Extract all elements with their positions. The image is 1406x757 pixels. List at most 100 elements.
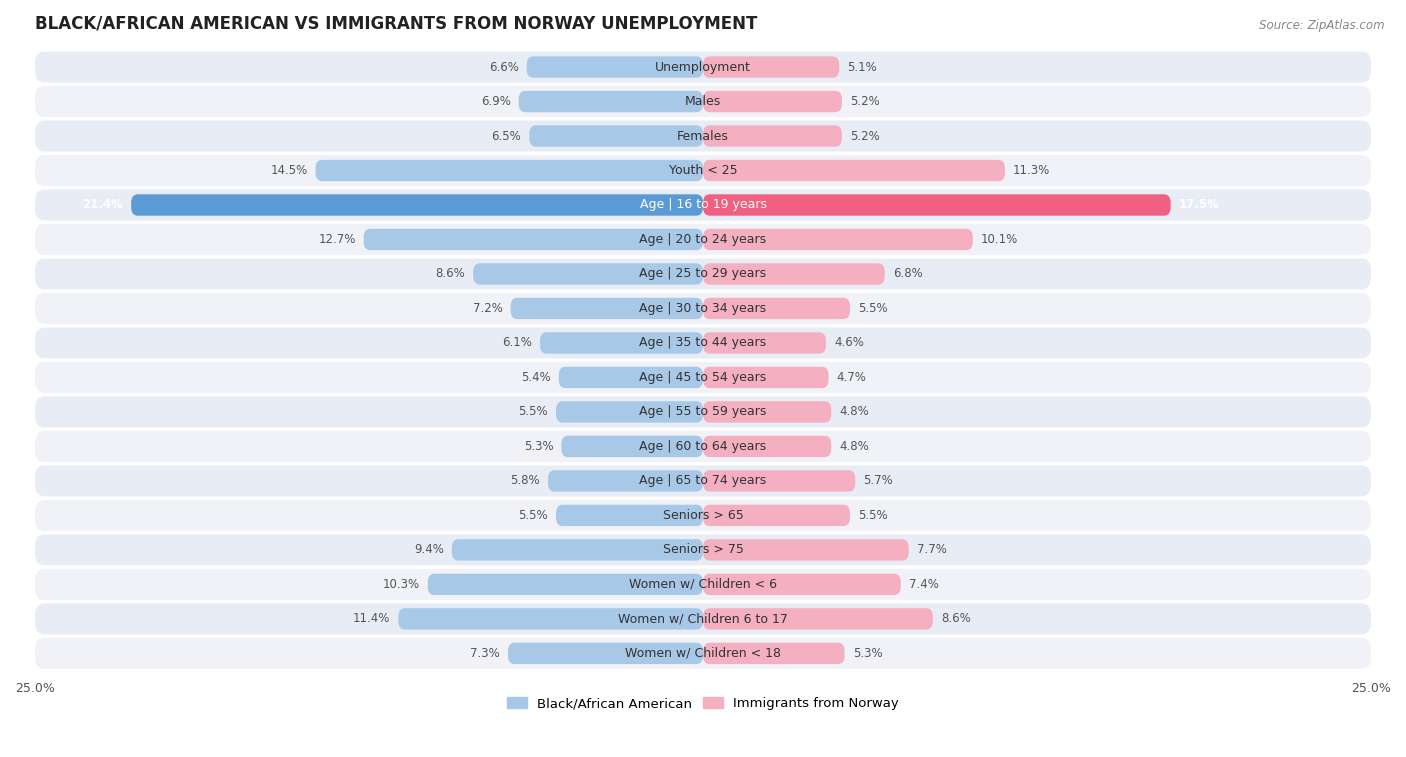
FancyBboxPatch shape	[540, 332, 703, 354]
Text: 12.7%: 12.7%	[318, 233, 356, 246]
FancyBboxPatch shape	[703, 332, 825, 354]
Text: 17.5%: 17.5%	[1178, 198, 1219, 211]
FancyBboxPatch shape	[703, 126, 842, 147]
FancyBboxPatch shape	[703, 91, 842, 112]
FancyBboxPatch shape	[555, 505, 703, 526]
Text: 4.8%: 4.8%	[839, 406, 869, 419]
Text: 5.8%: 5.8%	[510, 475, 540, 488]
FancyBboxPatch shape	[35, 224, 1371, 255]
Text: Age | 55 to 59 years: Age | 55 to 59 years	[640, 406, 766, 419]
FancyBboxPatch shape	[703, 470, 855, 491]
Text: 5.5%: 5.5%	[858, 302, 887, 315]
FancyBboxPatch shape	[35, 258, 1371, 289]
Text: Seniors > 75: Seniors > 75	[662, 544, 744, 556]
Text: 6.9%: 6.9%	[481, 95, 510, 108]
Text: BLACK/AFRICAN AMERICAN VS IMMIGRANTS FROM NORWAY UNEMPLOYMENT: BLACK/AFRICAN AMERICAN VS IMMIGRANTS FRO…	[35, 15, 758, 33]
Text: 8.6%: 8.6%	[941, 612, 970, 625]
FancyBboxPatch shape	[703, 366, 828, 388]
Legend: Black/African American, Immigrants from Norway: Black/African American, Immigrants from …	[502, 691, 904, 715]
FancyBboxPatch shape	[35, 328, 1371, 359]
Text: Age | 20 to 24 years: Age | 20 to 24 years	[640, 233, 766, 246]
Text: Age | 35 to 44 years: Age | 35 to 44 years	[640, 336, 766, 350]
FancyBboxPatch shape	[35, 86, 1371, 117]
Text: 5.5%: 5.5%	[519, 406, 548, 419]
FancyBboxPatch shape	[35, 500, 1371, 531]
FancyBboxPatch shape	[527, 56, 703, 78]
Text: Age | 45 to 54 years: Age | 45 to 54 years	[640, 371, 766, 384]
Text: 5.7%: 5.7%	[863, 475, 893, 488]
FancyBboxPatch shape	[364, 229, 703, 250]
FancyBboxPatch shape	[427, 574, 703, 595]
FancyBboxPatch shape	[131, 195, 703, 216]
FancyBboxPatch shape	[555, 401, 703, 422]
FancyBboxPatch shape	[474, 263, 703, 285]
FancyBboxPatch shape	[35, 431, 1371, 462]
Text: 5.2%: 5.2%	[851, 95, 880, 108]
FancyBboxPatch shape	[703, 229, 973, 250]
Text: 9.4%: 9.4%	[413, 544, 444, 556]
Text: 7.3%: 7.3%	[470, 647, 501, 660]
FancyBboxPatch shape	[561, 436, 703, 457]
FancyBboxPatch shape	[451, 539, 703, 561]
FancyBboxPatch shape	[703, 505, 851, 526]
FancyBboxPatch shape	[35, 638, 1371, 669]
FancyBboxPatch shape	[35, 569, 1371, 600]
Text: Women w/ Children < 6: Women w/ Children < 6	[628, 578, 778, 591]
FancyBboxPatch shape	[35, 293, 1371, 324]
FancyBboxPatch shape	[703, 56, 839, 78]
Text: 6.8%: 6.8%	[893, 267, 922, 281]
FancyBboxPatch shape	[315, 160, 703, 181]
FancyBboxPatch shape	[35, 189, 1371, 220]
Text: 7.2%: 7.2%	[472, 302, 502, 315]
Text: 4.7%: 4.7%	[837, 371, 866, 384]
FancyBboxPatch shape	[703, 401, 831, 422]
Text: 10.3%: 10.3%	[382, 578, 420, 591]
Text: 5.1%: 5.1%	[848, 61, 877, 73]
Text: Youth < 25: Youth < 25	[669, 164, 737, 177]
Text: 5.4%: 5.4%	[522, 371, 551, 384]
Text: 7.7%: 7.7%	[917, 544, 946, 556]
FancyBboxPatch shape	[548, 470, 703, 491]
Text: 4.8%: 4.8%	[839, 440, 869, 453]
Text: 11.3%: 11.3%	[1012, 164, 1050, 177]
Text: Females: Females	[678, 129, 728, 142]
FancyBboxPatch shape	[35, 466, 1371, 497]
FancyBboxPatch shape	[558, 366, 703, 388]
FancyBboxPatch shape	[519, 91, 703, 112]
FancyBboxPatch shape	[35, 155, 1371, 186]
Text: Males: Males	[685, 95, 721, 108]
FancyBboxPatch shape	[703, 643, 845, 664]
Text: 8.6%: 8.6%	[436, 267, 465, 281]
FancyBboxPatch shape	[703, 608, 932, 630]
FancyBboxPatch shape	[35, 362, 1371, 393]
Text: 6.1%: 6.1%	[502, 336, 531, 350]
FancyBboxPatch shape	[398, 608, 703, 630]
Text: 7.4%: 7.4%	[908, 578, 939, 591]
FancyBboxPatch shape	[703, 195, 1171, 216]
FancyBboxPatch shape	[703, 436, 831, 457]
Text: Age | 65 to 74 years: Age | 65 to 74 years	[640, 475, 766, 488]
Text: 5.5%: 5.5%	[858, 509, 887, 522]
Text: 5.5%: 5.5%	[519, 509, 548, 522]
Text: 14.5%: 14.5%	[270, 164, 308, 177]
Text: Women w/ Children < 18: Women w/ Children < 18	[626, 647, 780, 660]
Text: 21.4%: 21.4%	[82, 198, 124, 211]
Text: 4.6%: 4.6%	[834, 336, 863, 350]
Text: Source: ZipAtlas.com: Source: ZipAtlas.com	[1260, 19, 1385, 32]
FancyBboxPatch shape	[529, 126, 703, 147]
Text: Unemployment: Unemployment	[655, 61, 751, 73]
FancyBboxPatch shape	[703, 160, 1005, 181]
FancyBboxPatch shape	[35, 120, 1371, 151]
Text: Seniors > 65: Seniors > 65	[662, 509, 744, 522]
Text: 5.3%: 5.3%	[852, 647, 883, 660]
FancyBboxPatch shape	[508, 643, 703, 664]
Text: Age | 60 to 64 years: Age | 60 to 64 years	[640, 440, 766, 453]
Text: Age | 16 to 19 years: Age | 16 to 19 years	[640, 198, 766, 211]
Text: 10.1%: 10.1%	[981, 233, 1018, 246]
FancyBboxPatch shape	[703, 574, 901, 595]
FancyBboxPatch shape	[703, 263, 884, 285]
FancyBboxPatch shape	[35, 397, 1371, 428]
Text: 5.3%: 5.3%	[523, 440, 554, 453]
Text: 11.4%: 11.4%	[353, 612, 391, 625]
FancyBboxPatch shape	[703, 539, 908, 561]
